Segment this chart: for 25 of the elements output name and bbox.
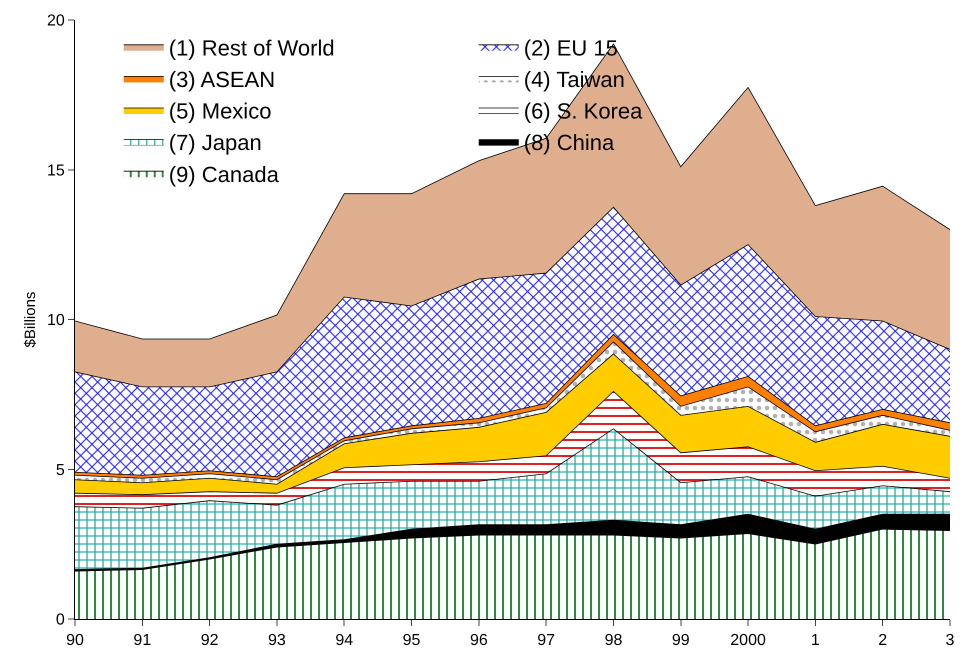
legend-label: (9) Canada [168, 162, 280, 187]
x-tick-label: 97 [537, 632, 556, 650]
x-tick-label: 90 [66, 632, 84, 650]
x-tick-label: 92 [200, 632, 219, 650]
x-tick-label: 94 [335, 632, 354, 650]
x-tick-label: 95 [402, 632, 421, 650]
y-tick-label: 10 [47, 312, 65, 330]
y-tick-label: 0 [56, 612, 65, 629]
legend-label: (3) ASEAN [168, 66, 276, 92]
x-tick-label: 91 [133, 632, 152, 650]
x-tick-label: 2 [878, 632, 888, 650]
y-tick-label: 15 [47, 162, 65, 180]
y-axis-title: $Billions [22, 292, 39, 348]
x-tick-label: 99 [672, 632, 690, 650]
legend-label: (5) Mexico [168, 98, 272, 124]
legend-label: (7) Japan [168, 130, 262, 156]
x-tick-label: 93 [268, 632, 286, 650]
x-tick-label: 3 [946, 632, 955, 650]
y-tick-label: 5 [56, 462, 65, 479]
x-tick-label: 98 [604, 632, 622, 650]
y-tick-label: 20 [47, 12, 65, 30]
x-tick-label: 2000 [730, 632, 766, 650]
x-tick-label: 1 [810, 632, 820, 650]
legend-label: (1) Rest of World [168, 35, 335, 60]
x-tick-label: 96 [470, 632, 488, 650]
